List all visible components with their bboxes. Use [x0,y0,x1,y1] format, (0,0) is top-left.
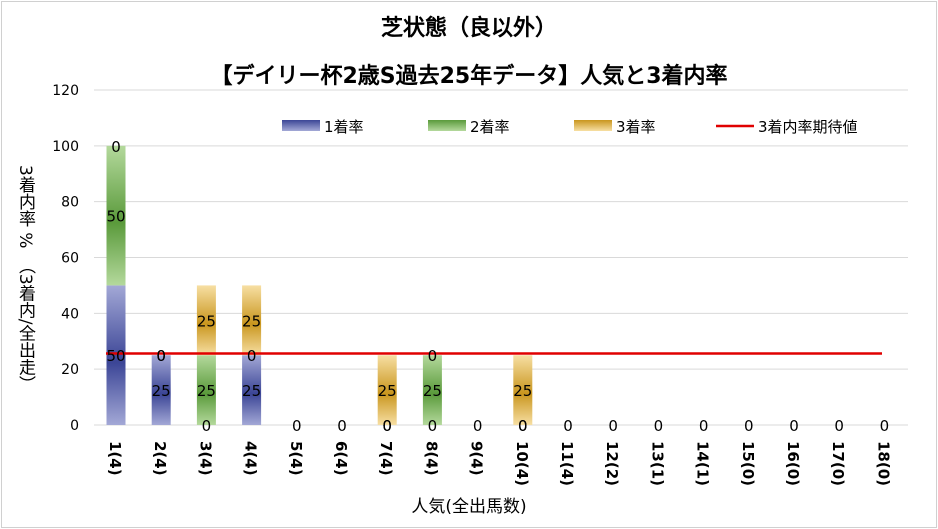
y-tick-label: 120 [52,83,79,99]
x-tick-label: 10(4) [513,441,531,486]
x-tick-label: 16(0) [784,441,802,486]
data-label-1着率-1(4): 50 [106,347,125,365]
x-tick-label: 18(0) [874,441,892,486]
data-label-1着率-10(4): 0 [518,417,528,435]
bar-1着率-1(4) [106,285,126,425]
chart-title: 芝状態（良以外） [380,16,557,41]
data-label-1着率-2(4): 25 [152,382,171,400]
bar-1着率-2(4) [151,355,171,425]
bar-1着率-4(4) [242,355,262,425]
x-tick-label: 15(0) [739,441,757,486]
bars [106,145,533,425]
data-label-3着率-1(4): 0 [111,138,121,156]
x-tick-label: 2(4) [151,441,169,476]
x-tick-label: 4(4) [242,441,260,476]
data-label-2着率-2(4): 0 [156,347,166,365]
data-label-2着率-7(4): 0 [382,417,392,435]
data-label-1着率-11(4): 0 [563,417,573,435]
x-tick-label: 1(4) [106,441,124,476]
y-tick-label: 0 [70,418,79,434]
data-label-2着率-4(4): 0 [247,347,257,365]
data-label-3着率-4(4): 25 [242,312,261,330]
data-label-1着率-14(1): 0 [699,417,709,435]
data-label-2着率-10(4): 0 [518,417,528,435]
x-tick-label: 11(4) [558,441,576,486]
data-label-1着率-13(1): 0 [654,417,664,435]
data-label-2着率-1(4): 50 [106,208,125,226]
data-label-1着率-17(0): 0 [834,417,844,435]
legend-label: 3着率 [616,118,656,136]
bar-3着率-10(4) [513,355,533,425]
data-label-1着率-18(0): 0 [880,417,890,435]
legend-label: 2着率 [470,118,510,136]
data-label-2着率-8(4): 25 [423,382,442,400]
legend: 1着率 2着率 3着率 3着内率期待値 [282,118,858,136]
bar-2着率-8(4) [422,355,442,425]
x-tick-label: 12(2) [603,441,621,486]
legend-item-2: 3着率 [574,118,656,136]
data-label-3着率-2(4): 0 [156,347,166,365]
y-tick-label: 100 [52,139,79,155]
data-label-1着率-4(4): 25 [242,382,261,400]
x-tick-label: 8(4) [422,441,440,476]
y-axis-label: 3着内率 % （3着内/全出走） [15,165,35,393]
bar-2着率-1(4) [106,145,126,286]
data-label-1着率-16(0): 0 [789,417,799,435]
x-tick-label: 7(4) [377,441,395,476]
data-label-3着率-7(4): 25 [378,382,397,400]
bar-2着率-3(4) [196,355,216,425]
x-tick-label: 14(1) [694,441,712,486]
legend-item-0: 1着率 [282,118,364,136]
bar-3着率-4(4) [242,285,262,356]
bar-3着率-3(4) [196,285,216,356]
legend-swatch [282,120,320,131]
bar-3着率-7(4) [377,355,397,425]
data-label-1着率-12(2): 0 [608,417,618,435]
data-label-1着率-3(4): 0 [202,417,212,435]
data-label-1着率-6(4): 0 [337,417,347,435]
x-tick-label: 9(4) [468,441,486,476]
x-axis-label: 人気(全出馬数) [411,497,527,517]
data-label-2着率-3(4): 25 [197,382,216,400]
legend-swatch [428,120,466,131]
legend-label: 1着率 [324,118,364,136]
legend-item-1: 2着率 [428,118,510,136]
x-tick-label: 3(4) [196,441,214,476]
x-tick-label: 5(4) [287,441,305,476]
legend-item-3: 3着内率期待値 [716,118,858,136]
chart-subtitle: 【デイリー杯2歳S過去25年データ】人気と3着内率 [210,64,728,89]
data-label-3着率-10(4): 25 [513,382,532,400]
data-label-1着率-5(4): 0 [292,417,302,435]
x-tick-label: 6(4) [332,441,350,476]
gridlines [94,89,908,426]
y-tick-label: 20 [61,362,79,378]
y-ticks: 0 20 40 60 80 100 120 [52,83,79,434]
data-label-1着率-15(0): 0 [744,417,754,435]
legend-swatch [574,120,612,131]
y-tick-label: 80 [61,195,79,211]
data-label-1着率-9(4): 0 [473,417,483,435]
y-tick-label: 60 [61,251,79,267]
data-label-1着率-8(4): 0 [428,417,438,435]
x-tick-label: 13(1) [648,441,666,486]
data-label-3着率-3(4): 25 [197,312,216,330]
y-tick-label: 40 [61,306,79,322]
data-label-3着率-8(4): 0 [428,347,438,365]
legend-label: 3着内率期待値 [758,118,858,136]
data-label-1着率-7(4): 0 [382,417,392,435]
x-ticks: 1(4) 2(4) 3(4) 4(4) 5(4) 6(4) 7(4) 8(4) 9(4) 10(4… [106,441,892,486]
x-tick-label: 17(0) [829,441,847,486]
